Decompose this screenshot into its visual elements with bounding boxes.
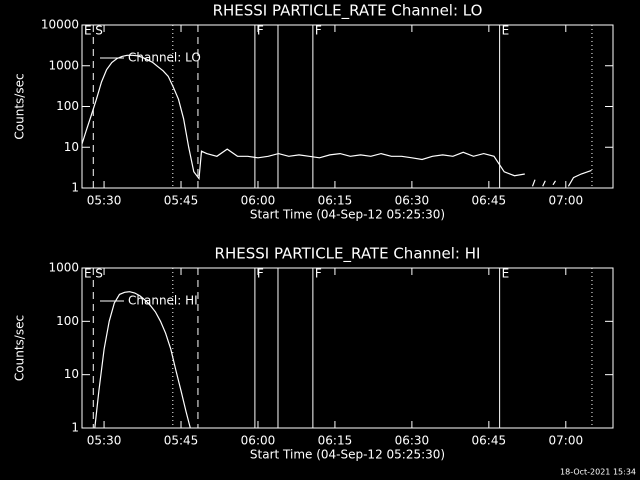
time-marker-label: E — [84, 267, 92, 281]
x-tick-label: 06:00 — [241, 194, 276, 208]
x-tick-label: 06:15 — [318, 434, 353, 448]
footer-date: 18-Oct-2021 15:34 — [560, 468, 636, 477]
time-marker-label: S — [95, 267, 103, 281]
time-marker-label: F — [257, 24, 264, 38]
time-marker-label: F — [257, 267, 264, 281]
time-marker-label: F — [315, 267, 322, 281]
x-axis-label: Start Time (04-Sep-12 05:25:30) — [250, 448, 445, 462]
time-marker-label: S — [95, 24, 103, 38]
x-tick-label: 06:00 — [241, 434, 276, 448]
plot-frame — [81, 24, 614, 189]
x-tick-label: 05:45 — [164, 434, 199, 448]
y-tick-label: 10 — [64, 367, 79, 381]
y-tick-label: 1 — [71, 421, 79, 435]
chart-title: RHESSI PARTICLE_RATE Channel: HI — [215, 245, 481, 264]
y-axis-label: Counts/sec — [13, 315, 27, 381]
y-tick-label: 10 — [64, 140, 79, 154]
x-tick-label: 07:00 — [549, 194, 584, 208]
x-tick-label: 05:45 — [164, 194, 199, 208]
data-line — [81, 54, 592, 187]
time-marker-label: F — [315, 24, 322, 38]
y-tick-label: 1000 — [48, 58, 79, 72]
x-tick-label: 06:45 — [472, 434, 507, 448]
x-tick-label: 07:00 — [549, 434, 584, 448]
legend-label: Channel: LO — [128, 51, 201, 65]
time-marker-label: E — [502, 267, 510, 281]
x-tick-label: 06:45 — [472, 194, 507, 208]
y-axis-label: Counts/sec — [13, 73, 27, 139]
y-tick-label: 100 — [56, 314, 79, 328]
legend-label: Channel: HI — [128, 294, 198, 308]
plot-frame — [81, 267, 614, 429]
x-axis-label: Start Time (04-Sep-12 05:25:30) — [250, 208, 445, 222]
x-tick-label: 06:30 — [395, 434, 430, 448]
y-tick-label: 1 — [71, 181, 79, 195]
x-tick-label: 06:15 — [318, 194, 353, 208]
x-tick-label: 05:30 — [87, 194, 122, 208]
chart-title: RHESSI PARTICLE_RATE Channel: LO — [213, 2, 483, 21]
y-tick-label: 100 — [56, 99, 79, 113]
x-tick-label: 06:30 — [395, 194, 430, 208]
time-marker-label: E — [84, 24, 92, 38]
data-line — [94, 291, 191, 429]
y-tick-label: 10000 — [41, 18, 79, 32]
y-tick-label: 1000 — [48, 261, 79, 275]
x-tick-label: 05:30 — [87, 434, 122, 448]
time-marker-label: E — [502, 24, 510, 38]
